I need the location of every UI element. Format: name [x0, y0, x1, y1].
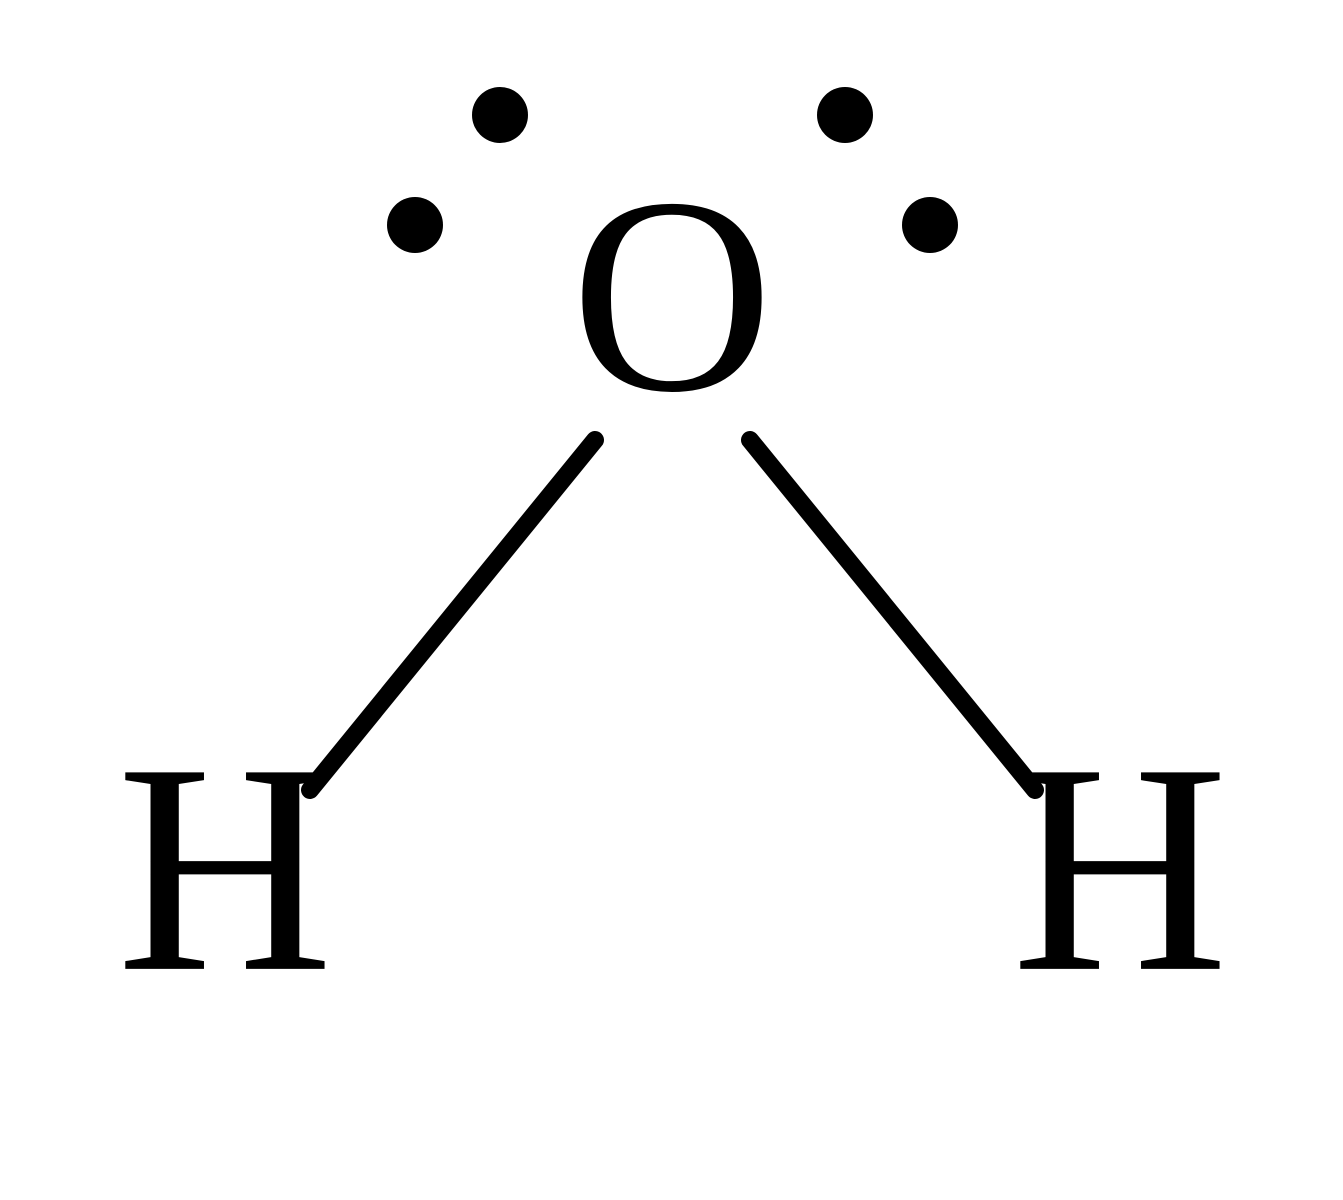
atom-label-h2: H [1012, 702, 1229, 1034]
atom-label-h1: H [117, 702, 334, 1034]
lone-pair-dot [902, 197, 958, 253]
lone-pair-dot [387, 197, 443, 253]
atom-label-o: O [571, 139, 773, 450]
lone-pair-dot [472, 87, 528, 143]
lone-pair-dot [817, 87, 873, 143]
lewis-structure-diagram: OH H [0, 0, 1343, 1200]
